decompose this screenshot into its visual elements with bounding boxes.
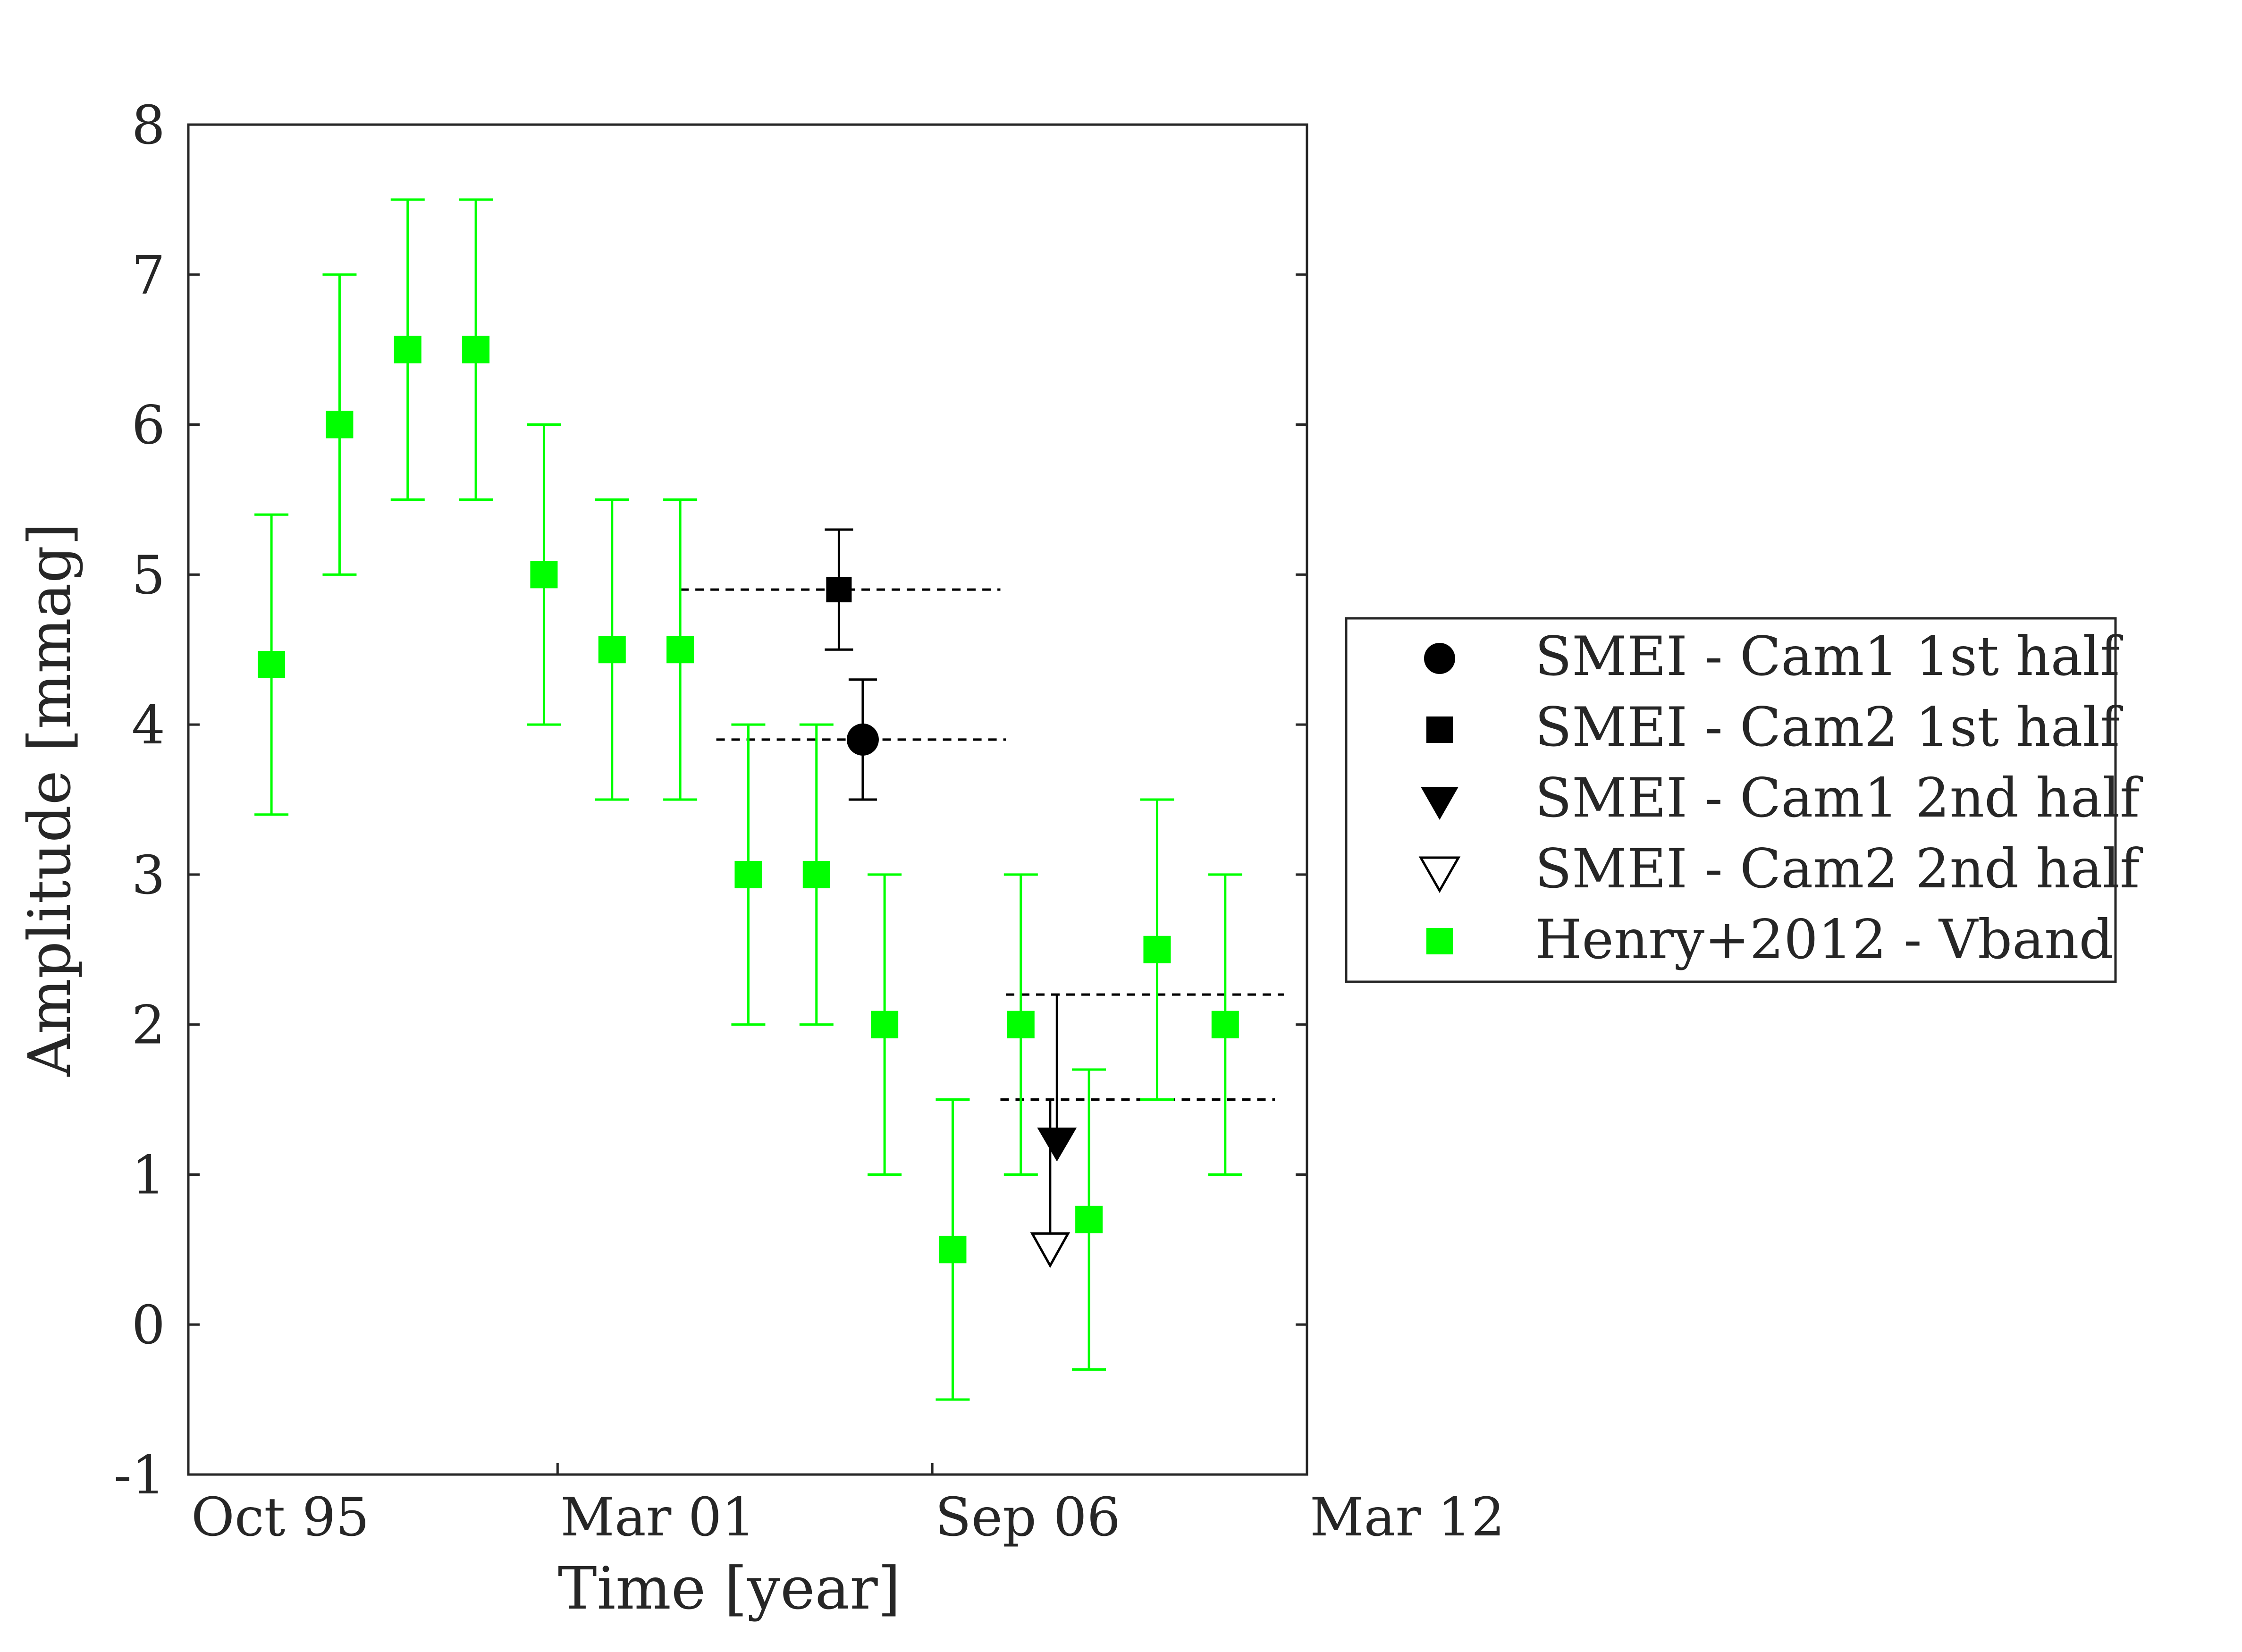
henry-point — [734, 860, 762, 888]
henry-point — [1075, 1205, 1103, 1233]
x-tick-label: Sep 06 — [935, 1487, 1121, 1548]
y-tick-label: 6 — [132, 395, 165, 456]
legend-label: SMEI - Cam2 2nd half — [1535, 837, 2143, 900]
y-tick-label: 7 — [132, 245, 165, 306]
henry-point — [1007, 1011, 1035, 1038]
henry-point — [258, 651, 286, 678]
legend-marker-triangle-open — [1418, 856, 1461, 893]
x-axis-ticks: Oct 95 Mar 01 Sep 06 Mar 12 — [187, 1463, 1505, 1548]
y-tick-label: 1 — [132, 1145, 165, 1206]
henry-point — [1143, 936, 1171, 963]
smei-series — [825, 528, 1077, 1268]
x-tick-label: Oct 95 — [191, 1487, 370, 1548]
smei-point-square — [826, 577, 852, 603]
y-tick-label: 2 — [132, 995, 165, 1056]
legend-label: SMEI - Cam1 1st half — [1535, 625, 2124, 688]
y-tick-label: 0 — [132, 1295, 165, 1356]
y-tick-label: 8 — [132, 95, 165, 156]
smei-point-triangle-open — [1030, 1232, 1070, 1268]
legend-marker-circle — [1424, 643, 1455, 674]
y-tick-label: 4 — [132, 695, 165, 756]
y-tick-label: 5 — [132, 545, 165, 606]
legend-marker-square — [1426, 716, 1453, 743]
y-tick-label: -1 — [114, 1445, 165, 1506]
smei-time-ranges — [680, 588, 1284, 1101]
x-tick-label: Mar 12 — [1310, 1487, 1505, 1548]
legend: SMEI - Cam1 1st half SMEI - Cam2 1st hal… — [1345, 617, 2143, 983]
legend-marker-triangle-filled — [1421, 787, 1458, 820]
henry-series — [254, 198, 1242, 1401]
henry-point — [871, 1011, 899, 1038]
henry-point — [530, 561, 558, 589]
y-axis-label: Amplitude [mmag] — [16, 523, 84, 1077]
legend-marker-green-square — [1426, 928, 1453, 954]
legend-label: Henry+2012 - Vband — [1535, 908, 2114, 971]
legend-label: SMEI - Cam2 1st half — [1535, 696, 2124, 759]
legend-label: SMEI - Cam1 2nd half — [1535, 767, 2143, 829]
plot-frame — [187, 123, 1308, 1476]
henry-point — [939, 1236, 967, 1264]
henry-point — [394, 336, 421, 363]
x-axis-label: Time [year] — [558, 1555, 901, 1623]
y-tick-label: 3 — [132, 845, 165, 906]
smei-point-circle — [846, 723, 879, 756]
smei-point-triangle-filled — [1037, 1127, 1077, 1162]
henry-point — [598, 636, 626, 664]
henry-point — [1211, 1011, 1239, 1038]
x-tick-label: Mar 01 — [560, 1487, 755, 1548]
henry-point — [326, 411, 354, 438]
henry-point — [802, 860, 830, 888]
henry-point — [666, 636, 694, 664]
y-axis-ticks: -1 0 1 2 3 4 5 6 7 8 — [114, 95, 1307, 1506]
henry-point — [462, 336, 490, 363]
legend-box — [1345, 617, 2117, 983]
